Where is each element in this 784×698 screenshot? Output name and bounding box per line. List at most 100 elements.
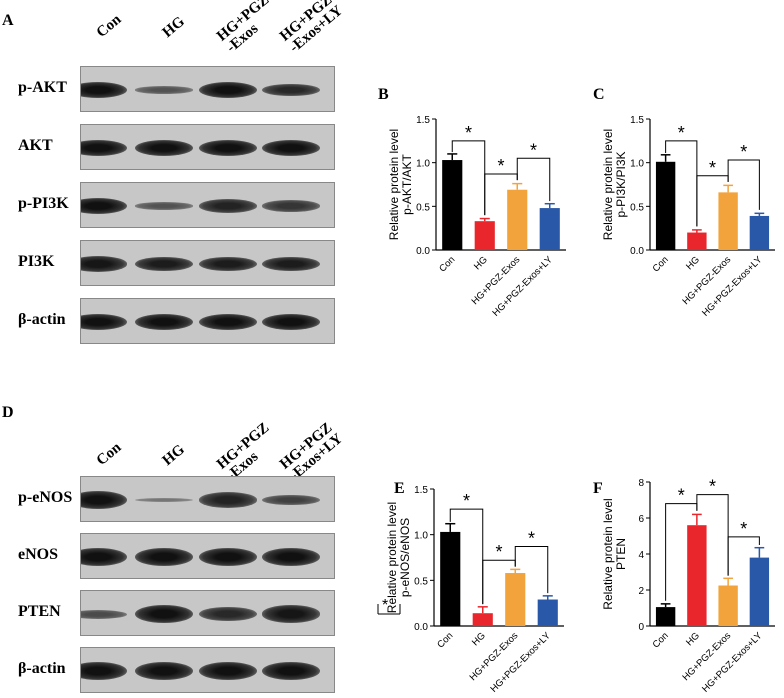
y-tick-label: 0.5 xyxy=(630,202,644,213)
protein-band xyxy=(135,202,193,210)
significance-asterisk: * xyxy=(678,123,685,143)
lane-label: HG xyxy=(159,441,188,469)
y-tick-label: 4 xyxy=(638,550,644,561)
protein-band xyxy=(135,605,193,623)
protein-band xyxy=(135,662,193,680)
blot-strip xyxy=(80,124,335,170)
protein-band xyxy=(81,491,127,509)
bar xyxy=(687,525,707,626)
x-tick-label: HG xyxy=(684,254,702,272)
lane-label: HG+PGZ -Exos xyxy=(214,419,273,484)
protein-band xyxy=(81,82,127,98)
panel-letter-d: D xyxy=(2,404,14,421)
x-tick-label: HG+PGZ-Exos+LY xyxy=(490,254,555,319)
protein-band xyxy=(199,662,257,680)
significance-asterisk: * xyxy=(678,486,685,506)
significance-bracket xyxy=(516,157,551,202)
x-tick-label: HG xyxy=(684,630,702,648)
significance-bracket xyxy=(696,494,729,576)
stray-asterisk: * xyxy=(382,597,388,614)
x-tick-label: HG+PGZ-Exos+LY xyxy=(700,254,765,319)
y-tick-label: 1.0 xyxy=(416,159,430,170)
y-axis-label: p-AKT/AKT xyxy=(400,153,414,214)
y-axis-label: Relative protein level xyxy=(601,498,615,609)
protein-band xyxy=(135,548,193,566)
x-tick-label: HG+PGZ-Exos+LY xyxy=(700,630,765,695)
y-tick-label: 1.5 xyxy=(630,115,644,126)
row-label: eNOS xyxy=(18,546,58,563)
significance-asterisk: * xyxy=(528,529,535,549)
bar xyxy=(442,160,463,250)
bar-chart-f: 0 2 4 6 8 Relative protein level PTEN Con HGHG+P… xyxy=(601,477,775,695)
y-axis-label: p-eNOS/eNOS xyxy=(398,518,412,597)
bar-chart-e: 0.0 0.5 1.0 1.5 Relative protein level p-eNOS… xyxy=(385,485,564,695)
row-label: p-eNOS xyxy=(18,489,73,506)
lane-label: Con xyxy=(93,439,125,469)
row-label: PTEN xyxy=(18,603,61,620)
protein-band xyxy=(135,314,193,330)
protein-band xyxy=(199,492,257,508)
blot-strip xyxy=(80,298,335,344)
protein-band xyxy=(199,314,257,330)
protein-band xyxy=(81,256,127,272)
panel-letter-b: B xyxy=(378,86,389,103)
protein-band xyxy=(262,256,320,272)
significance-asterisk: * xyxy=(530,140,537,160)
bar xyxy=(474,221,495,250)
panel-letter-e: E xyxy=(394,480,405,497)
significance-asterisk: * xyxy=(495,542,502,562)
blot-strip xyxy=(80,182,335,228)
protein-band xyxy=(135,86,193,94)
protein-band xyxy=(199,82,257,98)
protein-band xyxy=(199,140,257,156)
y-tick-label: 0.0 xyxy=(414,622,428,633)
bar xyxy=(749,557,770,626)
protein-band xyxy=(81,662,127,680)
protein-band xyxy=(262,494,320,506)
significance-asterisk: * xyxy=(497,156,504,176)
y-tick-label: 1.5 xyxy=(414,485,428,496)
x-tick-label: HG xyxy=(472,254,490,272)
blot-strip xyxy=(80,476,335,522)
y-tick-label: 0.5 xyxy=(414,576,428,587)
blot-strip xyxy=(80,240,335,286)
bar xyxy=(539,208,560,250)
protein-band xyxy=(199,199,257,213)
bar xyxy=(440,531,461,626)
panel-letter-a: A xyxy=(2,12,14,29)
significance-asterisk: * xyxy=(709,158,716,178)
protein-band xyxy=(135,140,193,156)
y-axis-label: PTEN xyxy=(614,538,628,570)
blot-strip xyxy=(80,647,335,693)
protein-band xyxy=(262,314,320,330)
blot-strip xyxy=(80,66,335,112)
significance-asterisk: * xyxy=(465,123,472,143)
y-tick-label: 0.0 xyxy=(630,246,644,257)
significance-bracket xyxy=(514,546,549,594)
lane-label: HG+PGZ -Exos+LY xyxy=(277,419,346,484)
significance-bracket xyxy=(727,536,760,576)
panel-letter-f: F xyxy=(593,480,603,497)
y-axis-label: Relative protein level xyxy=(601,129,615,240)
lane-label: HG+PGZ -Exos+LY xyxy=(277,0,346,56)
panel-letter-c: C xyxy=(593,86,605,103)
y-tick-label: 2 xyxy=(638,586,644,597)
protein-band xyxy=(199,548,257,566)
western-blot-d: Con HG HG+PGZ -Exos HG+PGZ -Exos+LY p-eNOS eN… xyxy=(0,400,346,698)
significance-asterisk: * xyxy=(709,477,716,497)
significance-bracket xyxy=(727,159,760,210)
protein-band xyxy=(262,605,320,623)
bar xyxy=(655,607,676,626)
row-label: β-actin xyxy=(18,660,66,677)
bar xyxy=(718,192,738,250)
row-label: p-PI3K xyxy=(18,195,69,212)
x-tick-label: Con xyxy=(651,630,671,650)
bar-chart-b: 0.0 0.5 1.0 1.5 Relative protein level p-AKT/… xyxy=(387,115,566,319)
bar xyxy=(718,585,738,626)
protein-band xyxy=(81,314,127,330)
bar xyxy=(507,189,528,250)
protein-band xyxy=(81,198,127,214)
y-tick-label: 1.0 xyxy=(630,159,644,170)
protein-band xyxy=(262,83,320,97)
